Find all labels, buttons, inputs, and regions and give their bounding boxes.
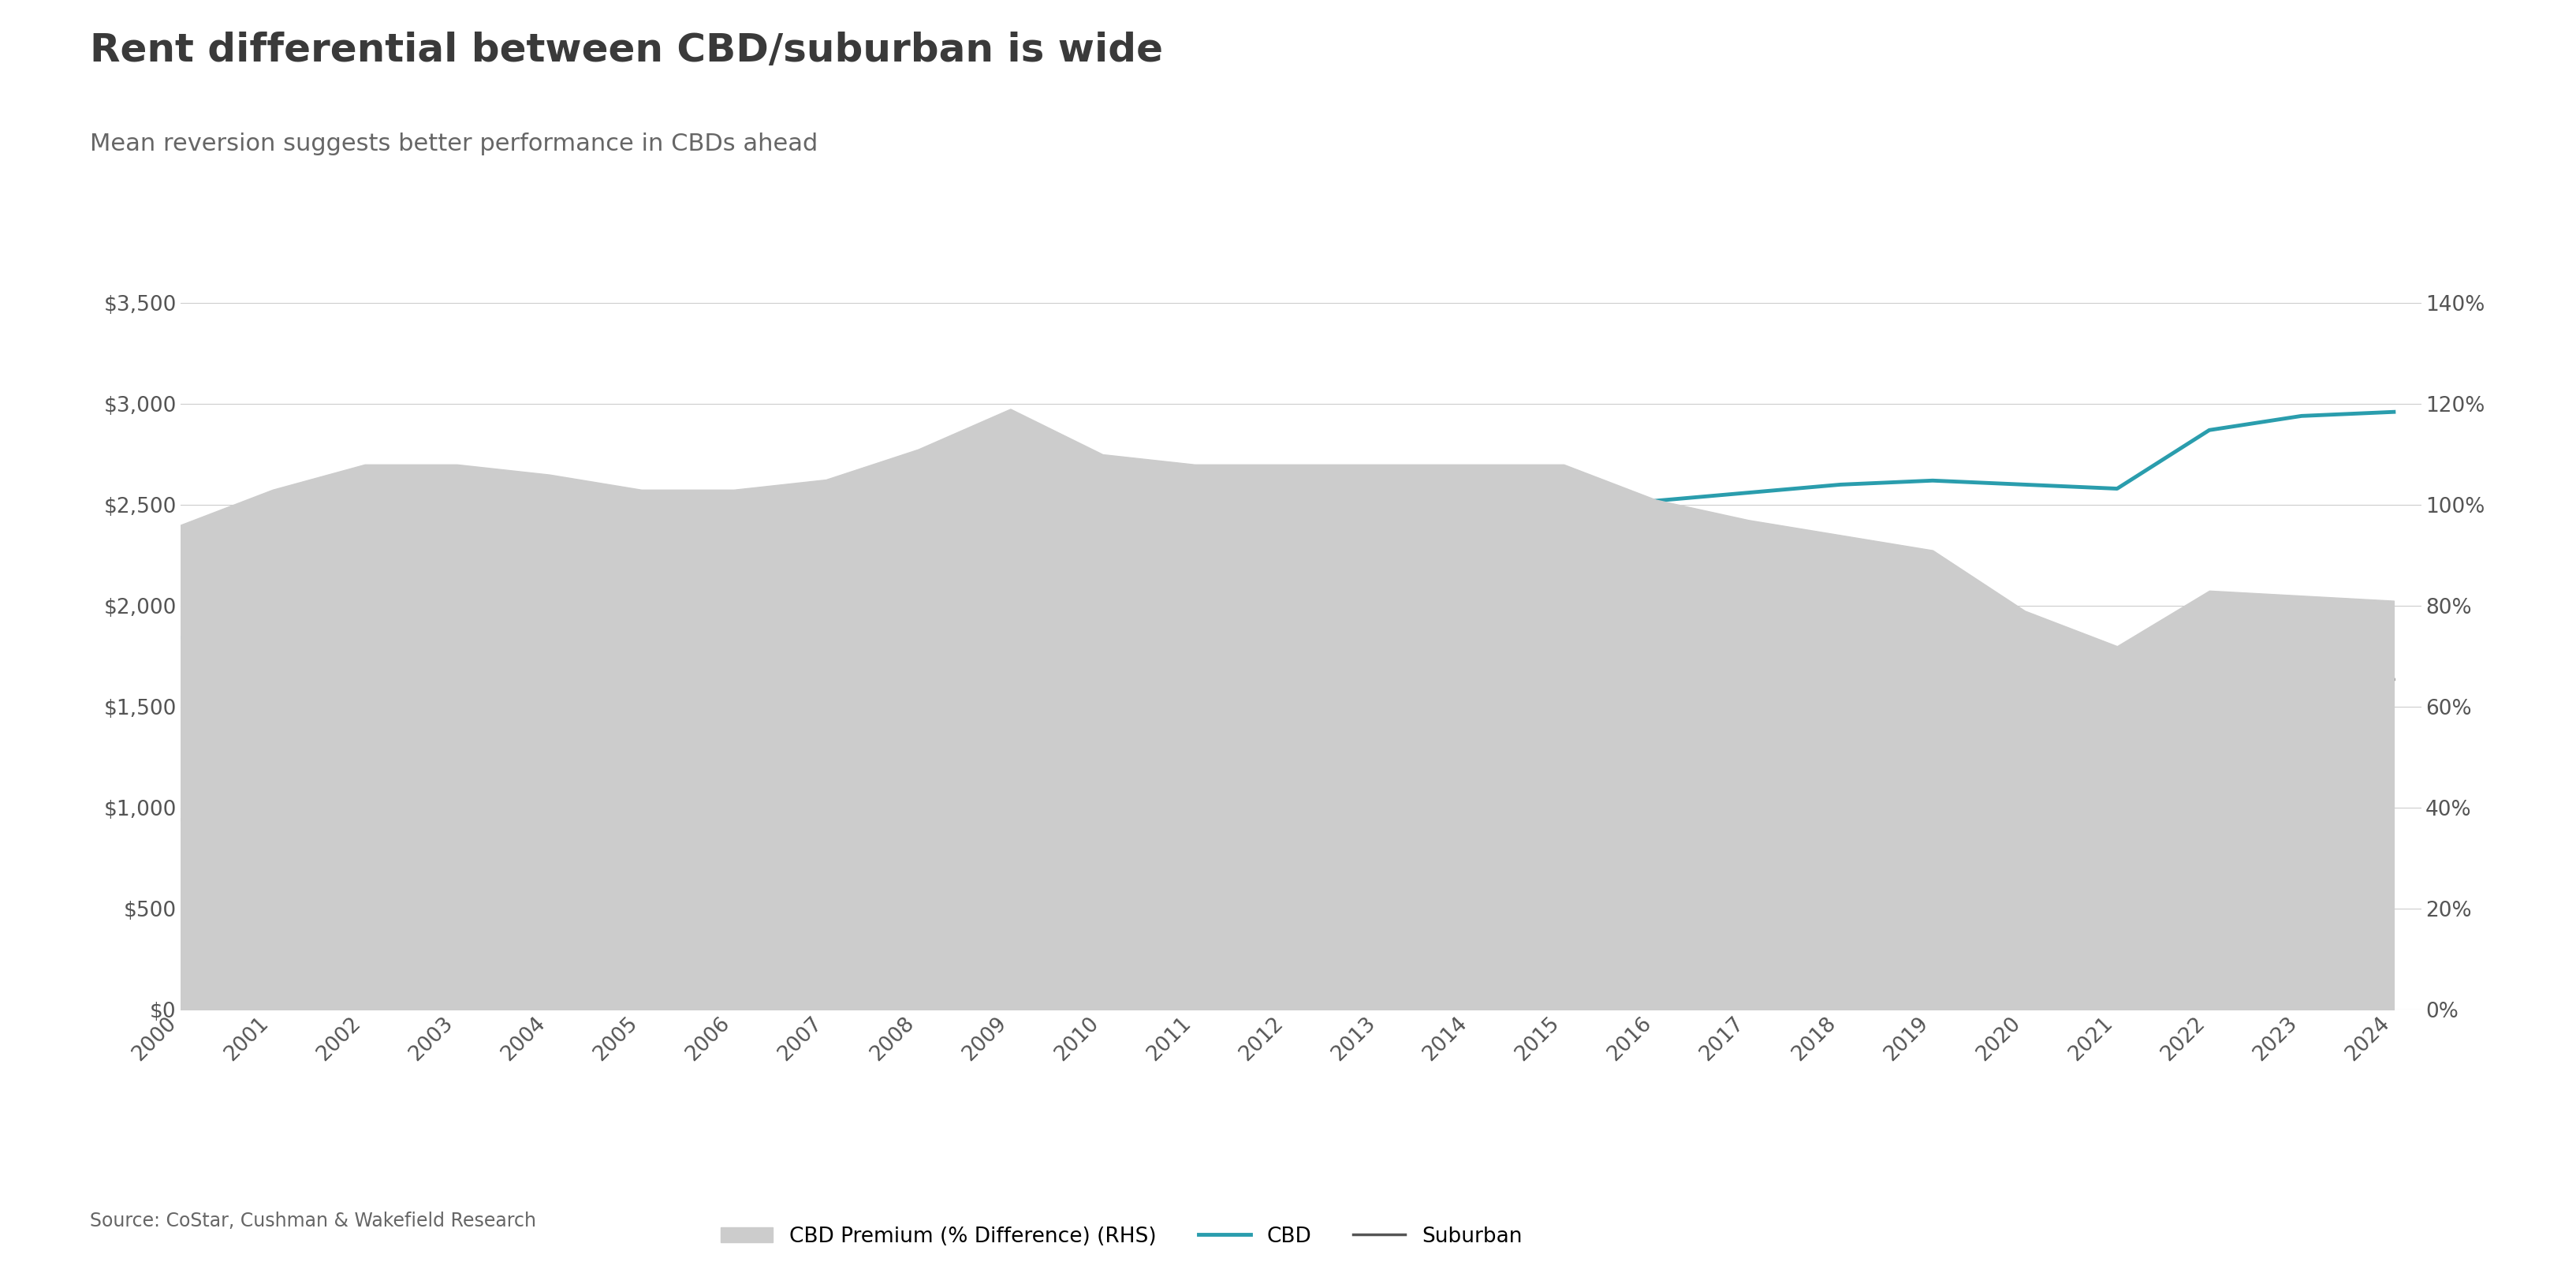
Legend: CBD Premium (% Difference) (RHS), CBD, Suburban: CBD Premium (% Difference) (RHS), CBD, S…: [714, 1218, 1530, 1254]
Text: Source: CoStar, Cushman & Wakefield Research: Source: CoStar, Cushman & Wakefield Rese…: [90, 1212, 536, 1230]
Text: Rent differential between CBD/suburban is wide: Rent differential between CBD/suburban i…: [90, 32, 1164, 69]
Text: Mean reversion suggests better performance in CBDs ahead: Mean reversion suggests better performan…: [90, 133, 819, 155]
